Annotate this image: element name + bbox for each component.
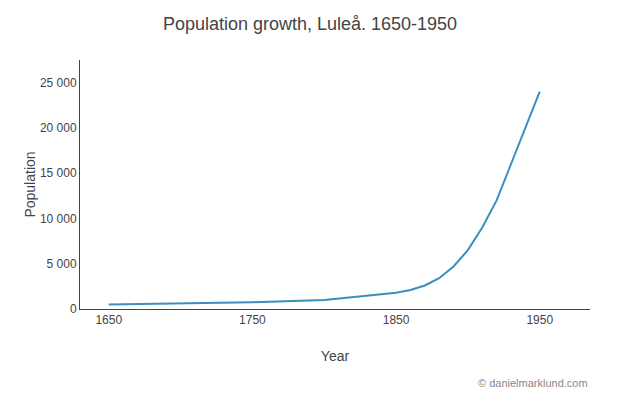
svg-text:1650: 1650 — [95, 313, 122, 327]
svg-text:© danielmarklund.com: © danielmarklund.com — [478, 377, 588, 389]
svg-text:10 000: 10 000 — [40, 212, 77, 226]
svg-text:1950: 1950 — [526, 313, 553, 327]
svg-text:Population: Population — [22, 151, 38, 217]
svg-text:25 000: 25 000 — [40, 76, 77, 90]
svg-text:1850: 1850 — [383, 313, 410, 327]
svg-text:Year: Year — [321, 348, 350, 364]
svg-text:15 000: 15 000 — [40, 166, 77, 180]
svg-text:0: 0 — [70, 302, 77, 316]
svg-text:5 000: 5 000 — [47, 257, 77, 271]
svg-text:Population growth, Luleå. 1650: Population growth, Luleå. 1650-1950 — [163, 14, 457, 34]
svg-text:1750: 1750 — [239, 313, 266, 327]
svg-text:20 000: 20 000 — [40, 121, 77, 135]
